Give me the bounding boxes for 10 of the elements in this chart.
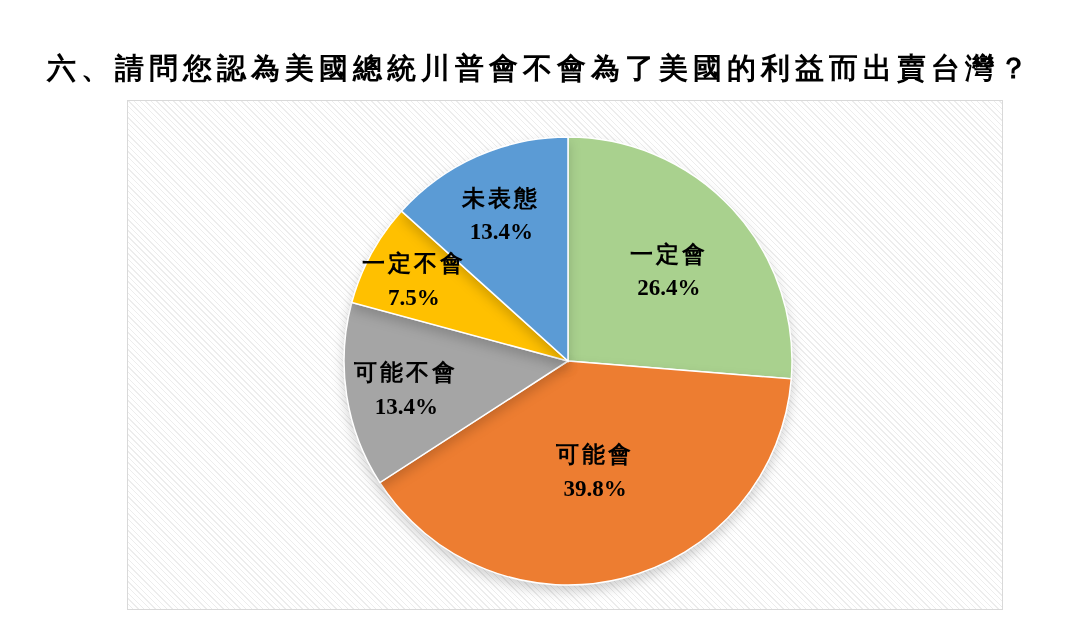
data-label: 13.4% [374, 393, 439, 419]
slice-label: 一定會 [629, 241, 708, 268]
data-label: 26.4% [637, 275, 701, 301]
data-label: 39.8% [563, 475, 627, 501]
data-label: 7.5% [388, 284, 440, 310]
slice-label: 可能會 [555, 442, 635, 468]
data-label: 13.4% [469, 219, 534, 245]
slice-label: 可能不會 [353, 360, 459, 386]
slice-label: 未表態 [461, 185, 541, 211]
chart-title: 六、請問您認為美國總統川普會不會為了美國的利益而出賣台灣？ [45, 51, 1034, 86]
